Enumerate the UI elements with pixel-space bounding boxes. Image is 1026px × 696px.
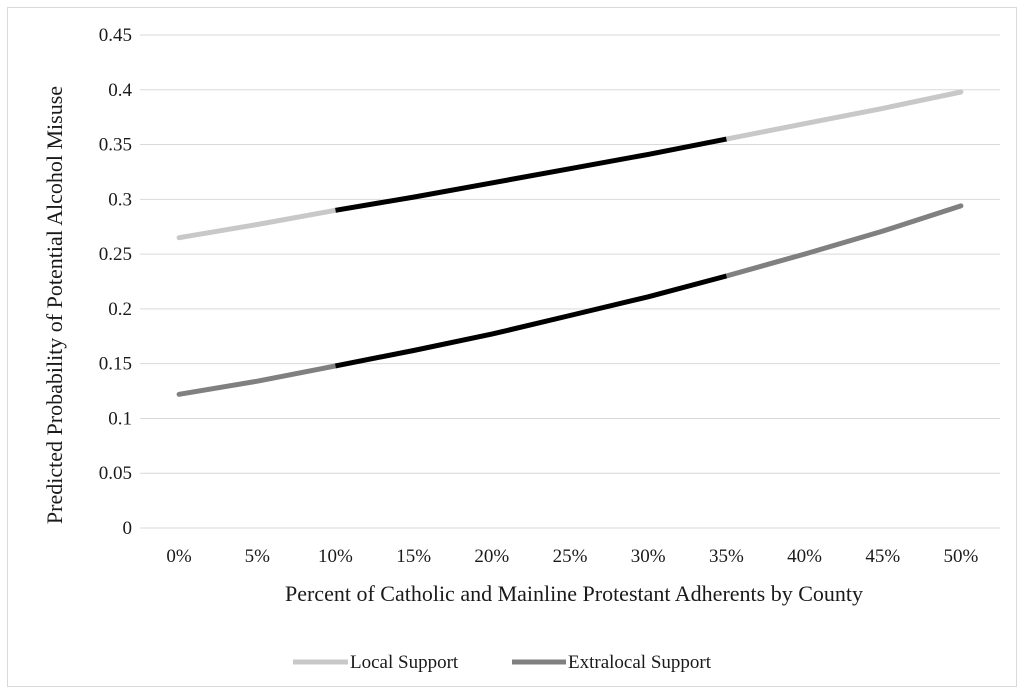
x-tick-label: 15% [396, 546, 431, 567]
x-tick-label: 10% [318, 546, 353, 567]
series-segment-low [179, 210, 335, 237]
legend-item: Local Support [293, 652, 459, 673]
x-tick-label: 30% [631, 546, 666, 567]
y-tick-label: 0.25 [99, 244, 132, 265]
y-tick-label: 0.1 [108, 408, 132, 429]
y-tick-label: 0.3 [108, 189, 132, 210]
y-tick-label: 0 [123, 518, 133, 539]
y-axis-ticks: 0 0.05 0.1 0.15 0.2 0.25 0.3 0.35 0.4 0.45 [99, 25, 133, 539]
y-tick-label: 0.15 [99, 354, 132, 375]
x-axis-title: Percent of Catholic and Mainline Protest… [285, 581, 863, 606]
x-axis-ticks: 0% 5% 10% 15% 20% 25% 30% 35% 40% 45% 50% [166, 546, 978, 567]
x-tick-label: 50% [943, 546, 978, 567]
y-tick-label: 0.45 [99, 25, 132, 46]
x-tick-label: 5% [245, 546, 271, 567]
series-lines [179, 92, 961, 394]
series-line [179, 206, 961, 394]
x-tick-label: 20% [474, 546, 509, 567]
series-segment-highlight [336, 276, 727, 366]
x-tick-label: 35% [709, 546, 744, 567]
y-tick-label: 0.2 [108, 299, 132, 320]
y-tick-label: 0.4 [108, 80, 132, 101]
series-segment-high [726, 92, 961, 139]
legend: Local Support Extralocal Support [293, 652, 712, 673]
y-tick-label: 0.35 [99, 135, 132, 156]
legend-label: Local Support [350, 652, 459, 673]
legend-label: Extralocal Support [568, 652, 712, 673]
x-tick-label: 40% [787, 546, 822, 567]
y-axis-title: Predicted Probability of Potential Alcoh… [42, 86, 67, 524]
x-tick-label: 45% [865, 546, 900, 567]
x-tick-label: 25% [553, 546, 588, 567]
legend-item: Extralocal Support [512, 652, 712, 673]
series-segment-low [179, 366, 335, 394]
x-tick-label: 0% [166, 546, 192, 567]
y-tick-label: 0.05 [99, 463, 132, 484]
series-segment-high [726, 206, 961, 276]
series-line [179, 92, 961, 238]
